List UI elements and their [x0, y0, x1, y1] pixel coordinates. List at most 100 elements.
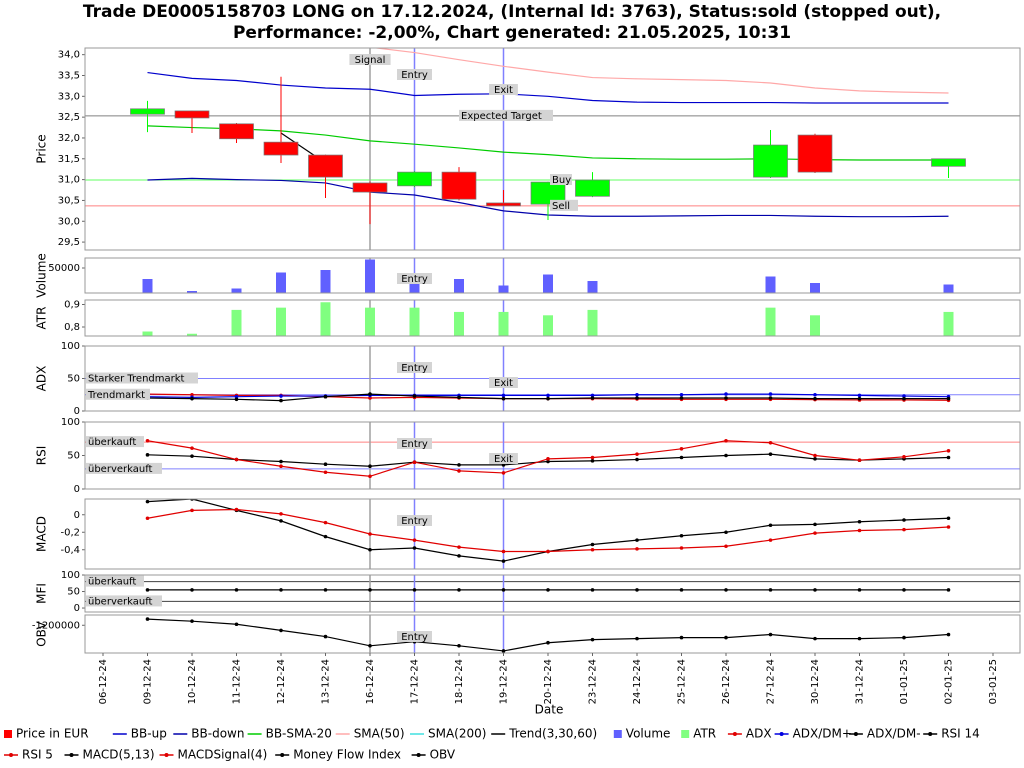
label-box: [397, 273, 432, 284]
legend-label: ADX/DM-: [867, 727, 921, 741]
bar: [276, 307, 286, 336]
series-point: [279, 512, 283, 516]
series-point: [635, 588, 639, 592]
x-tick-label: 12-12-24: [276, 659, 287, 704]
label-box: [86, 462, 162, 474]
annotation: Exit: [494, 454, 513, 465]
annotation: Signal: [355, 55, 386, 66]
x-tick-label: 27-12-24: [766, 659, 777, 704]
series-point: [724, 635, 728, 640]
y-tick-label: 32,0: [58, 133, 80, 144]
annotation: Entry: [401, 516, 428, 527]
series-point: [368, 588, 372, 592]
series-point: [279, 519, 283, 523]
x-tick-label: 06-12-24: [98, 659, 109, 704]
bar: [454, 279, 464, 293]
plot-area: [85, 422, 1020, 489]
bar: [765, 276, 776, 293]
label-box: [86, 388, 150, 400]
series-point: [679, 546, 684, 550]
series-point: [412, 538, 417, 542]
legend-swatch: [853, 732, 858, 736]
label-box: [397, 438, 432, 449]
series-point: [768, 392, 773, 396]
candle-body: [575, 179, 610, 197]
y-tick-label: 0,8: [64, 322, 80, 333]
series-point: [813, 392, 817, 397]
plot-area: [85, 615, 1020, 653]
series-point: [813, 636, 817, 641]
chart-title: Trade DE0005158703 LONG on 17.12.2024, (…: [83, 2, 941, 22]
panel: Starker Trendmarkt Trendmarkt Entry Exit: [85, 346, 1020, 411]
series-point: [412, 394, 417, 398]
reference-label: Trendmarkt: [87, 390, 145, 401]
series-point: [724, 392, 728, 396]
candle-body: [397, 171, 432, 187]
bar: [543, 274, 553, 293]
bar: [142, 331, 153, 336]
series-point: [813, 522, 817, 527]
series-point: [368, 396, 372, 400]
series-point: [190, 392, 194, 397]
series-point: [145, 453, 150, 457]
panel: Expected Target Buy Sell Signal Entry Exit: [85, 48, 1020, 250]
series-point: [368, 644, 372, 648]
series-point: [679, 447, 684, 451]
legend-swatch: [732, 732, 737, 736]
series-point: [724, 544, 728, 549]
bar: [587, 281, 598, 293]
x-tick-label: 09-12-24: [143, 659, 154, 704]
plot-frame: [84, 47, 1021, 251]
bar: [498, 285, 509, 293]
series-point: [679, 533, 684, 538]
series-point: [368, 464, 372, 469]
plot-frame: [84, 257, 1021, 294]
bar: [320, 302, 331, 336]
chart-title: Performance: -2,00%, Chart generated: 21…: [233, 23, 791, 43]
plot-area: [85, 48, 1020, 250]
legend-swatch: [681, 730, 690, 738]
legend-label: Money Flow Index: [293, 748, 401, 762]
annotation: Entry: [401, 70, 428, 81]
label-box: [397, 69, 432, 80]
reference-label: Starker Trendmarkt: [88, 374, 185, 385]
legend-swatch: [779, 732, 784, 736]
series-point: [279, 464, 283, 469]
bar: [276, 272, 286, 293]
series-point: [813, 588, 817, 592]
panel: Entry: [85, 258, 1020, 293]
y-tick-label: 100: [61, 570, 80, 581]
series-point: [457, 554, 461, 558]
bar: [142, 279, 153, 293]
series-point: [635, 547, 639, 551]
series-point: [679, 635, 684, 640]
series-point: [145, 588, 150, 592]
label-box: [550, 174, 572, 186]
series-point: [724, 453, 728, 458]
series-point: [902, 394, 906, 398]
label-box: [550, 199, 578, 211]
series-point: [457, 469, 461, 473]
x-tick-label: 20-12-24: [543, 659, 554, 704]
annotation: Entry: [401, 363, 428, 374]
legend-label: BB-up: [131, 727, 167, 741]
label-box: [489, 377, 518, 388]
series-point: [457, 644, 461, 648]
series-point: [190, 508, 194, 513]
x-tick-label: 17-12-24: [410, 659, 421, 704]
legend-swatch: [4, 730, 12, 738]
series-point: [635, 392, 639, 397]
series-point: [279, 628, 283, 633]
panel: Entry: [85, 499, 1020, 569]
series-point: [857, 528, 862, 533]
series-point: [190, 619, 194, 623]
reference-label: Sell: [552, 201, 570, 212]
reference-label: überkauft: [88, 437, 136, 448]
series-point: [412, 546, 417, 550]
series-point: [768, 538, 773, 542]
series-point: [368, 547, 372, 552]
series-point: [546, 549, 550, 554]
series-point: [501, 588, 506, 592]
series-point: [590, 393, 595, 398]
